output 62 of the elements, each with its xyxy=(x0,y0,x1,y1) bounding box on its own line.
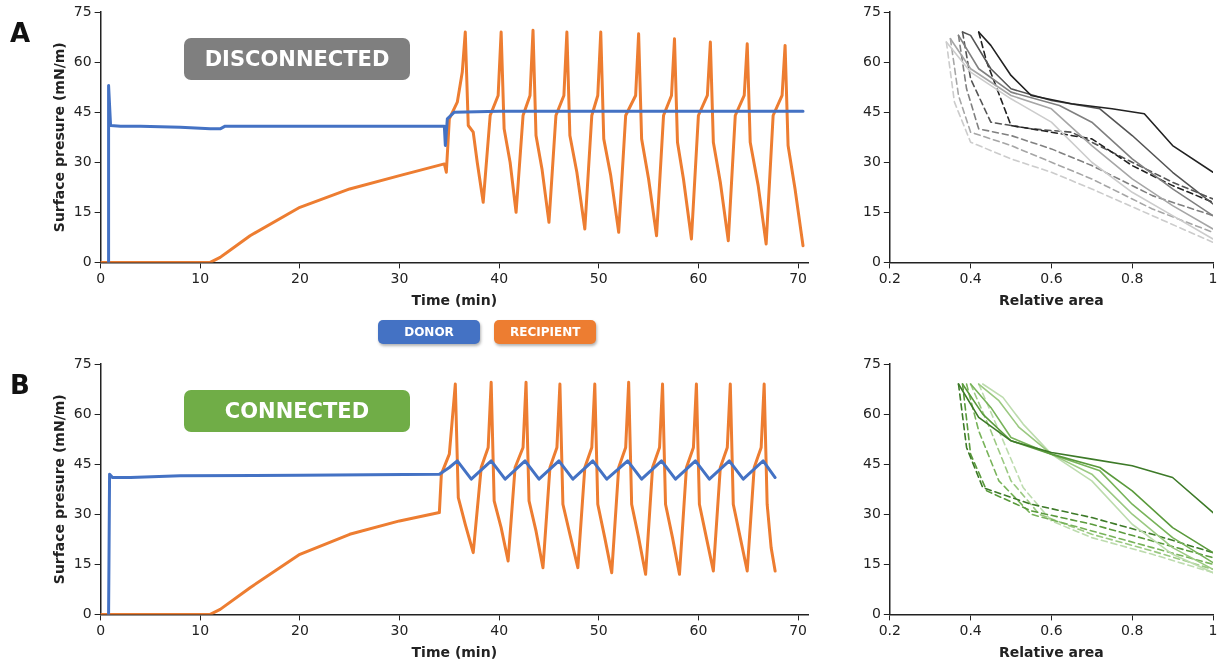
y-tick-label: 45 xyxy=(73,102,92,119)
x-tick-label: 0.6 xyxy=(1040,270,1063,287)
x-tick-label: 1 xyxy=(1208,270,1218,287)
x-tick-label: 0.2 xyxy=(878,622,901,639)
x-tick-label: 20 xyxy=(290,622,309,639)
x-tick-label: 0.6 xyxy=(1040,622,1063,639)
y-tick-label: 0 xyxy=(82,605,92,622)
x-tick-label: 70 xyxy=(789,622,807,639)
y-tick-label: 30 xyxy=(73,504,92,521)
label-badge: DISCONNECTED xyxy=(184,38,410,80)
x-tick-label: 0.4 xyxy=(959,622,982,639)
x-tick-label: 0 xyxy=(96,270,106,287)
x-tick-label: 50 xyxy=(589,270,608,287)
x-axis-title: Time (min) xyxy=(411,644,498,661)
y-axis-title: Surface presure (mN/m) xyxy=(51,394,68,585)
y-tick-label: 75 xyxy=(73,2,92,19)
y-tick-label: 75 xyxy=(73,354,92,371)
label-badge: CONNECTED xyxy=(184,390,410,432)
x-tick-label: 40 xyxy=(490,270,509,287)
y-tick-label: 15 xyxy=(73,554,92,571)
x-tick-label: 0.4 xyxy=(959,270,982,287)
y-tick-label: 75 xyxy=(862,2,881,19)
x-axis-title: Relative area xyxy=(999,644,1104,661)
x-tick-label: 1 xyxy=(1208,622,1218,639)
text: B xyxy=(10,370,30,400)
text: RECIPIENT xyxy=(494,320,597,344)
y-tick-label: 30 xyxy=(73,152,92,169)
y-tick-label: 30 xyxy=(862,152,881,169)
x-tick-label: 20 xyxy=(290,270,309,287)
x-axis-title: Relative area xyxy=(999,292,1104,309)
text: A xyxy=(10,18,31,48)
y-axis-title: Surface presure (mN/m) xyxy=(51,42,68,233)
y-tick-label: 0 xyxy=(871,253,881,270)
x-tick-label: 70 xyxy=(789,270,807,287)
text: DONOR xyxy=(378,320,480,344)
y-tick-label: 45 xyxy=(862,454,881,471)
y-tick-label: 15 xyxy=(862,202,881,219)
y-tick-label: 60 xyxy=(73,52,92,69)
x-tick-label: 60 xyxy=(689,622,708,639)
x-tick-label: 30 xyxy=(390,622,409,639)
x-tick-label: 0.2 xyxy=(878,270,901,287)
y-tick-label: 15 xyxy=(862,554,881,571)
x-tick-label: 0 xyxy=(96,622,106,639)
y-tick-label: 45 xyxy=(73,454,92,471)
y-tick-label: 45 xyxy=(862,102,881,119)
x-tick-label: 10 xyxy=(191,270,210,287)
x-tick-label: 60 xyxy=(689,270,708,287)
y-tick-label: 60 xyxy=(862,404,881,421)
x-tick-label: 0.8 xyxy=(1121,270,1144,287)
x-tick-label: 50 xyxy=(589,622,608,639)
y-tick-label: 0 xyxy=(871,605,881,622)
y-tick-label: 60 xyxy=(862,52,881,69)
x-tick-label: 0.8 xyxy=(1121,622,1144,639)
x-axis-title: Time (min) xyxy=(411,292,498,309)
y-tick-label: 15 xyxy=(73,202,92,219)
y-tick-label: 75 xyxy=(862,354,881,371)
y-tick-label: 30 xyxy=(862,504,881,521)
x-tick-label: 30 xyxy=(390,270,409,287)
x-tick-label: 10 xyxy=(191,622,210,639)
y-tick-label: 0 xyxy=(82,253,92,270)
y-tick-label: 60 xyxy=(73,404,92,421)
x-tick-label: 40 xyxy=(490,622,509,639)
